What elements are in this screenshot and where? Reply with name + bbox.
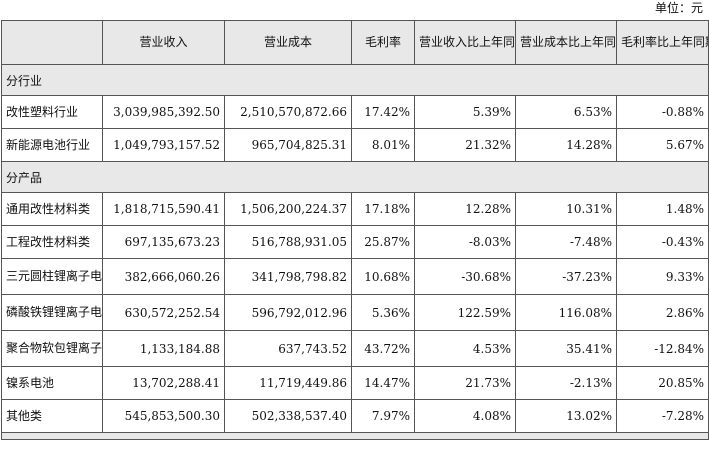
revenue-change-cell: -30.68% <box>414 258 516 295</box>
cost-cell: 596,792,012.96 <box>224 294 352 331</box>
table-tail-cell <box>1 432 709 440</box>
margin-cell: 43.72% <box>351 330 415 367</box>
table-row: 其他类 545,853,500.30 502,338,537.40 7.97% 4.08… <box>1 399 709 433</box>
section-row: 分产品 <box>1 161 709 193</box>
cost-change-cell: 14.28% <box>515 128 617 162</box>
header-cell-blank <box>1 20 103 65</box>
section-title: 分行业 <box>1 64 709 96</box>
row-name-cell: 镍系电池 <box>1 366 103 400</box>
cost-cell: 516,788,931.05 <box>224 225 352 259</box>
header-gross-margin: 毛利率 <box>351 20 415 65</box>
margin-cell: 14.47% <box>351 366 415 400</box>
cost-change-cell: -37.23% <box>515 258 617 295</box>
margin-cell: 7.97% <box>351 399 415 433</box>
cost-cell: 11,719,449.86 <box>224 366 352 400</box>
revenue-change-cell: 4.53% <box>414 330 516 367</box>
margin-cell: 17.42% <box>351 95 415 129</box>
margin-cell: 10.68% <box>351 258 415 295</box>
header-row: 营业收入 营业成本 毛利率 营业收入比上年同期增减 营业成本比上年同期增减 毛利… <box>1 20 709 65</box>
margin-cell: 8.01% <box>351 128 415 162</box>
revenue-cell: 630,572,252.54 <box>102 294 225 331</box>
margin-change-cell: 20.85% <box>616 366 709 400</box>
cost-cell: 965,704,825.31 <box>224 128 352 162</box>
row-name-cell: 聚合物软包锂离子电池 <box>1 330 103 367</box>
cost-change-cell: 10.31% <box>515 192 617 226</box>
table-row: 工程改性材料类 697,135,673.23 516,788,931.05 25.87… <box>1 225 709 259</box>
revenue-change-cell: 5.39% <box>414 95 516 129</box>
header-cost-change: 营业成本比上年同期增减 <box>515 20 617 65</box>
table-row: 磷酸铁锂锂离子电池630,572,252.54596,792,012.965.3… <box>1 294 709 331</box>
margin-change-cell: -12.84% <box>616 330 709 367</box>
row-name-cell: 三元圆柱锂离子电池 <box>1 258 103 295</box>
row-name-cell: 新能源电池行业 <box>1 128 103 162</box>
revenue-change-cell: 4.08% <box>414 399 516 433</box>
row-name-cell: 工程改性材料类 <box>1 225 103 259</box>
row-name-cell: 改性塑料行业 <box>1 95 103 129</box>
cost-cell: 502,338,537.40 <box>224 399 352 433</box>
header-cost: 营业成本 <box>224 20 352 65</box>
margin-change-cell: -0.88% <box>616 95 709 129</box>
margin-change-cell: 1.48% <box>616 192 709 226</box>
cost-cell: 637,743.52 <box>224 330 352 367</box>
cost-change-cell: 13.02% <box>515 399 617 433</box>
table-row: 镍系电池 13,702,288.41 11,719,449.86 14.47% 21.7… <box>1 366 709 400</box>
unit-label: 单位：元 <box>654 1 703 15</box>
cost-cell: 341,798,798.82 <box>224 258 352 295</box>
margin-change-cell: -0.43% <box>616 225 709 259</box>
margin-change-cell: 5.67% <box>616 128 709 162</box>
cost-cell: 1,506,200,224.37 <box>224 192 352 226</box>
header-revenue: 营业收入 <box>102 20 225 65</box>
table-body: 分行业 改性塑料行业 3,039,985,392.50 2,510,570,872.6… <box>1 64 709 440</box>
revenue-change-cell: 12.28% <box>414 192 516 226</box>
margin-cell: 25.87% <box>351 225 415 259</box>
revenue-cell: 3,039,985,392.50 <box>102 95 225 129</box>
revenue-cell: 697,135,673.23 <box>102 225 225 259</box>
revenue-change-cell: -8.03% <box>414 225 516 259</box>
table-row: 改性塑料行业 3,039,985,392.50 2,510,570,872.66 17… <box>1 95 709 129</box>
table-row: 通用改性材料类 1,818,715,590.41 1,506,200,224.37 1… <box>1 192 709 226</box>
cost-change-cell: 35.41% <box>515 330 617 367</box>
margin-cell: 17.18% <box>351 192 415 226</box>
revenue-cell: 1,133,184.88 <box>102 330 225 367</box>
header-margin-change: 毛利率比上年同期增减 <box>616 20 709 65</box>
cost-cell: 2,510,570,872.66 <box>224 95 352 129</box>
cost-change-cell: 116.08% <box>515 294 617 331</box>
table-row: 三元圆柱锂离子电池382,666,060.26341,798,798.8210.… <box>1 258 709 295</box>
table-tail-row <box>1 432 709 440</box>
revenue-cell: 382,666,060.26 <box>102 258 225 295</box>
cost-change-cell: -2.13% <box>515 366 617 400</box>
row-name-cell: 其他类 <box>1 399 103 433</box>
section-title: 分产品 <box>1 161 709 193</box>
revenue-change-cell: 21.73% <box>414 366 516 400</box>
section-row: 分行业 <box>1 64 709 96</box>
table-row: 新能源电池行业 1,049,793,157.52 965,704,825.31 8.0… <box>1 128 709 162</box>
revenue-change-cell: 122.59% <box>414 294 516 331</box>
row-name-cell: 通用改性材料类 <box>1 192 103 226</box>
revenue-cell: 545,853,500.30 <box>102 399 225 433</box>
revenue-change-cell: 21.32% <box>414 128 516 162</box>
revenue-cell: 1,049,793,157.52 <box>102 128 225 162</box>
revenue-cell: 1,818,715,590.41 <box>102 192 225 226</box>
margin-change-cell: 2.86% <box>616 294 709 331</box>
revenue-cell: 13,702,288.41 <box>102 366 225 400</box>
financial-table: 营业收入 营业成本 毛利率 营业收入比上年同期增减 营业成本比上年同期增减 毛利… <box>1 20 709 440</box>
header-revenue-change: 营业收入比上年同期增减 <box>414 20 516 65</box>
table-row: 聚合物软包锂离子电池1,133,184.88637,743.5243.72%4.… <box>1 330 709 367</box>
margin-cell: 5.36% <box>351 294 415 331</box>
row-name-cell: 磷酸铁锂锂离子电池 <box>1 294 103 331</box>
margin-change-cell: 9.33% <box>616 258 709 295</box>
cost-change-cell: -7.48% <box>515 225 617 259</box>
cost-change-cell: 6.53% <box>515 95 617 129</box>
margin-change-cell: -7.28% <box>616 399 709 433</box>
